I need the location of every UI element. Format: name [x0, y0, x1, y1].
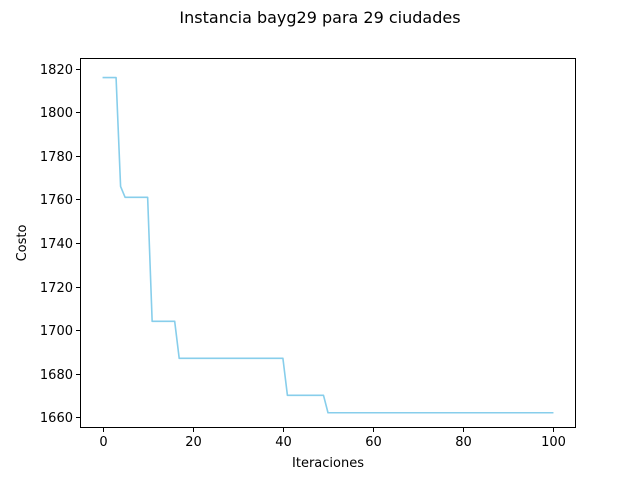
y-tick-label: 1680 — [40, 368, 73, 383]
plot-area — [102, 76, 554, 414]
y-tick-label: 1740 — [40, 237, 73, 252]
y-tick-label: 1800 — [40, 106, 73, 121]
y-axis-label: Costo — [15, 225, 30, 262]
y-tick-label: 1700 — [40, 324, 73, 339]
series-line-1 — [102, 76, 554, 414]
x-axis-label: Iteraciones — [292, 456, 364, 471]
x-tick-label: 20 — [185, 435, 202, 450]
chart-title: Instancia bayg29 para 29 ciudades — [179, 8, 460, 27]
x-axis: 0 20 40 60 80 100 — [99, 428, 566, 450]
y-tick-label: 1720 — [40, 281, 73, 296]
x-tick-label: 80 — [455, 435, 472, 450]
plot-frame — [80, 58, 576, 428]
y-tick-label: 1820 — [40, 63, 73, 78]
x-tick-label: 0 — [99, 435, 107, 450]
y-tick-label: 1760 — [40, 193, 73, 208]
y-axis: 1660 1680 1700 1720 1740 1760 1780 1800 1820 — [40, 63, 80, 426]
y-tick-label: 1660 — [40, 411, 73, 426]
y-tick-label: 1780 — [40, 150, 73, 165]
x-tick-label: 100 — [541, 435, 566, 450]
x-tick-label: 60 — [365, 435, 382, 450]
x-tick-label: 40 — [275, 435, 292, 450]
